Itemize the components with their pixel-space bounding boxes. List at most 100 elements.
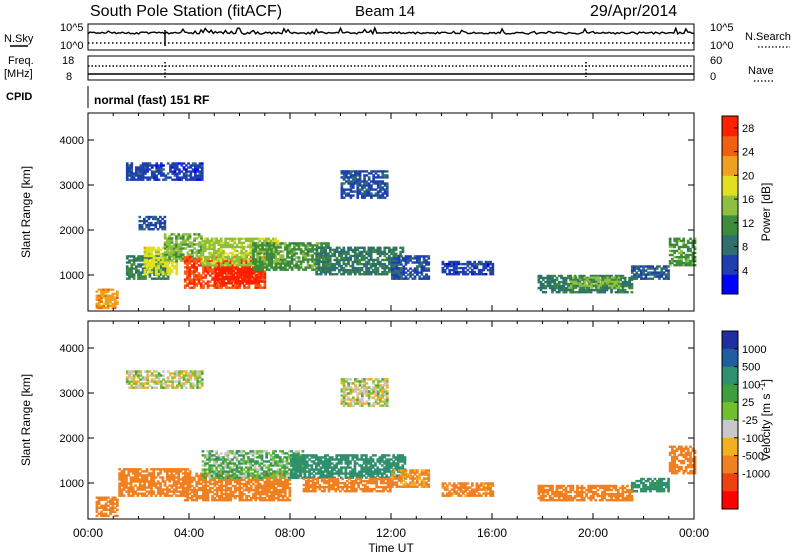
power-cell: [448, 268, 451, 272]
power-cell: [677, 239, 681, 243]
power-cell: [201, 264, 205, 267]
power-cell: [179, 251, 183, 254]
power-cell: [240, 258, 244, 261]
power-cell: [95, 294, 99, 297]
power-cell: [308, 264, 312, 267]
power-cell: [161, 252, 165, 256]
power-cell: [290, 256, 294, 259]
power-cell: [288, 262, 292, 265]
power-cell: [141, 162, 145, 165]
velocity-cell: [138, 488, 142, 491]
power-cell: [156, 217, 160, 221]
power-cell: [249, 264, 252, 267]
power-cell: [164, 262, 167, 266]
power-cell: [367, 248, 371, 252]
power-cell: [132, 255, 136, 258]
power-cell: [268, 262, 271, 265]
power-colorbar-tick-label: 12: [742, 218, 754, 230]
velocity-cell: [227, 482, 230, 486]
power-cell: [221, 267, 224, 271]
power-cell: [234, 265, 238, 269]
power-cell: [548, 284, 552, 288]
velocity-cell: [138, 484, 142, 487]
velocity-cell: [134, 480, 137, 483]
power-cell: [240, 245, 243, 249]
velocity-cell: [210, 454, 214, 457]
power-cell: [542, 286, 545, 290]
power-cell: [574, 286, 578, 289]
power-cell: [457, 260, 461, 264]
velocity-cell: [210, 458, 214, 461]
power-cell: [628, 280, 631, 284]
power-cell: [200, 164, 204, 167]
power-cell: [555, 284, 559, 288]
velocity-cell: [240, 490, 244, 494]
velocity-cell: [256, 488, 260, 492]
power-cell: [635, 277, 639, 280]
power-cell: [613, 276, 616, 279]
power-cell: [491, 273, 495, 276]
power-cell: [360, 252, 364, 256]
power-cell: [211, 256, 214, 259]
power-cell: [225, 277, 229, 281]
power-cell: [655, 267, 659, 270]
power-cell: [413, 257, 417, 260]
power-cell: [353, 268, 357, 272]
power-cell: [628, 282, 631, 286]
power-cell: [183, 270, 187, 273]
power-cell: [219, 255, 223, 259]
velocity-cell: [208, 458, 212, 461]
power-cell: [157, 277, 161, 280]
power-cell: [335, 250, 339, 254]
power-cell: [621, 288, 625, 292]
velocity-cell: [177, 478, 181, 481]
power-cell: [570, 280, 573, 283]
power-cell: [345, 180, 348, 183]
power-cell: [281, 256, 285, 259]
power-cell: [178, 176, 181, 179]
power-cell: [409, 257, 412, 260]
power-cell: [601, 288, 604, 292]
power-cell: [402, 259, 406, 262]
power-cell: [295, 266, 298, 269]
power-cell: [257, 275, 261, 279]
power-cell: [446, 262, 449, 266]
power-cell: [293, 242, 296, 245]
power-cell: [202, 280, 205, 283]
power-cell: [646, 267, 650, 270]
velocity-cell: [208, 476, 212, 479]
power-cell: [203, 243, 207, 247]
power-cell: [617, 282, 621, 285]
velocity-cell: [258, 454, 262, 457]
power-cell: [102, 288, 106, 291]
power-cell: [686, 241, 690, 245]
power-cell: [482, 266, 486, 270]
power-cell: [259, 271, 263, 275]
power-cell: [572, 278, 575, 281]
beam-label: Beam 14: [355, 3, 415, 20]
velocity-cell: [145, 490, 149, 493]
power-cell: [553, 280, 557, 284]
power-cell: [299, 250, 303, 253]
power-cell: [200, 241, 203, 244]
power-cell: [313, 262, 317, 265]
power-colorbar-swatch: [722, 254, 738, 275]
power-cell: [248, 282, 251, 285]
power-cell: [680, 245, 683, 249]
power-cell: [130, 174, 134, 177]
velocity-cell: [111, 504, 115, 507]
power-cell: [177, 253, 181, 256]
power-cell: [236, 286, 239, 289]
power-cell: [601, 274, 604, 278]
power-cell: [157, 166, 161, 169]
power-cell: [319, 248, 323, 252]
power-cell: [605, 288, 609, 292]
power-colorbar-swatch: [722, 214, 738, 236]
power-cell: [630, 278, 634, 282]
power-cell: [324, 264, 327, 268]
power-cell: [304, 252, 308, 255]
power-cell: [208, 261, 212, 265]
power-cell: [356, 260, 359, 264]
power-cell: [578, 274, 582, 278]
velocity-cell: [285, 456, 289, 459]
